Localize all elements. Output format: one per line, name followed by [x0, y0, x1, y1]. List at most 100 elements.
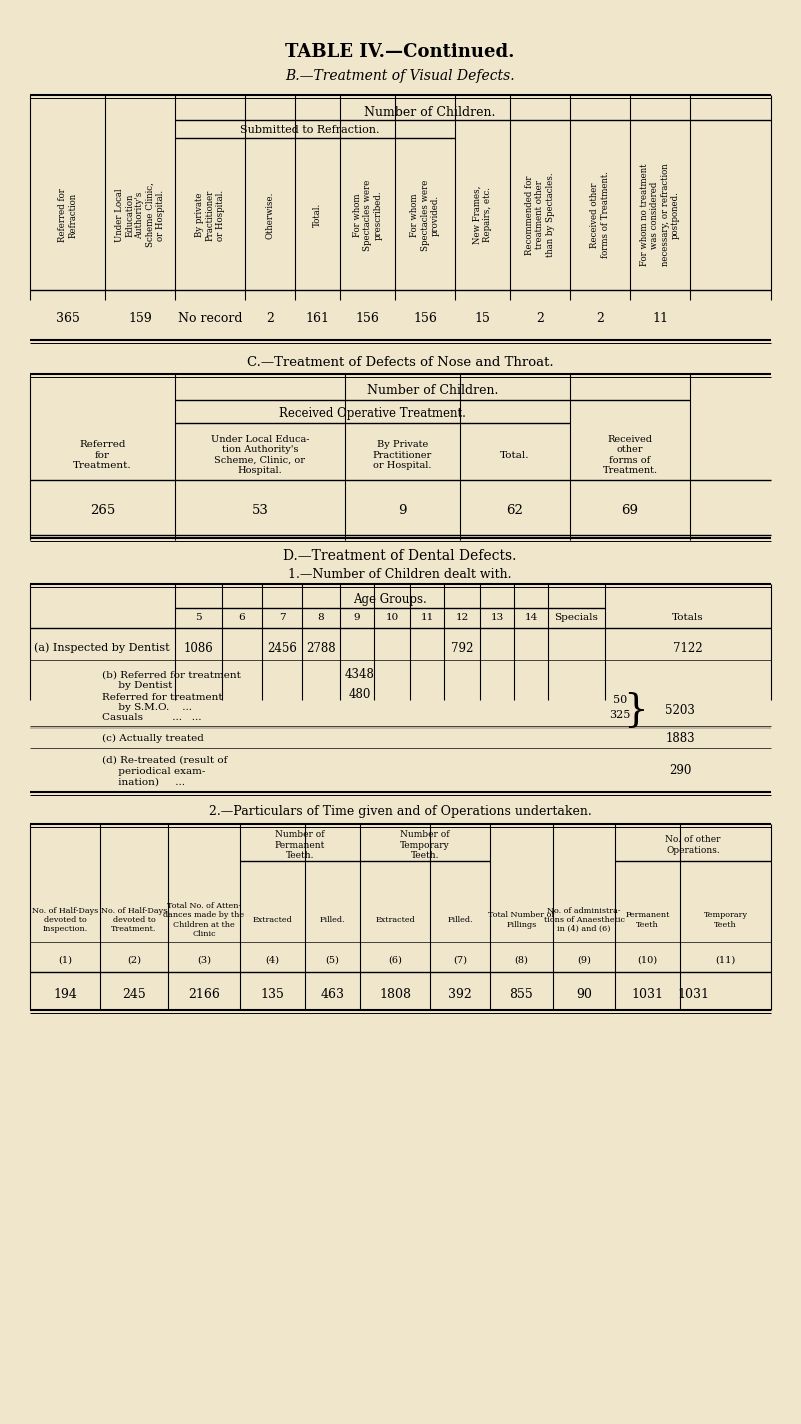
- Text: 1086: 1086: [183, 641, 213, 655]
- Text: 2166: 2166: [188, 988, 220, 1001]
- Text: For whom no treatment
was considered
necessary, or refraction
postponed.: For whom no treatment was considered nec…: [640, 164, 680, 266]
- Text: Recommended for
treatment other
than by Spectacles.: Recommended for treatment other than by …: [525, 172, 555, 258]
- Text: 15: 15: [474, 312, 490, 325]
- Text: C.—Treatment of Defects of Nose and Throat.: C.—Treatment of Defects of Nose and Thro…: [247, 356, 553, 369]
- Text: Extracted: Extracted: [252, 916, 292, 924]
- Text: (6): (6): [388, 956, 402, 964]
- Text: Otherwise.: Otherwise.: [265, 191, 275, 239]
- Text: Received Operative Treatment.: Received Operative Treatment.: [279, 406, 466, 420]
- Text: 12: 12: [456, 614, 469, 622]
- Text: Casuals         ...   ...: Casuals ... ...: [102, 713, 202, 722]
- Text: (a) Inspected by Dentist: (a) Inspected by Dentist: [34, 642, 170, 654]
- Text: 1808: 1808: [379, 988, 411, 1001]
- Text: New Frames,
Repairs, etc.: New Frames, Repairs, etc.: [473, 185, 492, 245]
- Text: 156: 156: [413, 312, 437, 325]
- Text: 69: 69: [622, 504, 638, 517]
- Text: Permanent
Teeth: Permanent Teeth: [626, 911, 670, 928]
- Text: By Private
Practitioner
or Hospital.: By Private Practitioner or Hospital.: [373, 440, 432, 470]
- Text: 13: 13: [490, 614, 504, 622]
- Text: 792: 792: [451, 641, 473, 655]
- Text: 8: 8: [318, 614, 324, 622]
- Text: By private
Practitioner
or Hospital.: By private Practitioner or Hospital.: [195, 189, 225, 241]
- Text: 1031: 1031: [631, 988, 663, 1001]
- Text: Temporary
Teeth: Temporary Teeth: [703, 911, 747, 928]
- Text: 245: 245: [122, 988, 146, 1001]
- Text: Filled.: Filled.: [320, 916, 345, 924]
- Text: Age Groups.: Age Groups.: [353, 594, 427, 607]
- Text: (9): (9): [577, 956, 591, 964]
- Text: B.—Treatment of Visual Defects.: B.—Treatment of Visual Defects.: [285, 68, 515, 83]
- Text: No. of Half-Days
devoted to
Treatment.: No. of Half-Days devoted to Treatment.: [101, 907, 167, 933]
- Text: 463: 463: [320, 988, 344, 1001]
- Text: 4348: 4348: [345, 668, 375, 682]
- Text: 265: 265: [90, 504, 115, 517]
- Text: (d) Re-treated (result of: (d) Re-treated (result of: [102, 756, 227, 765]
- Text: Total.: Total.: [313, 202, 322, 226]
- Text: 365: 365: [55, 312, 79, 325]
- Text: Referred
for
Treatment.: Referred for Treatment.: [73, 440, 132, 470]
- Text: (11): (11): [715, 956, 735, 964]
- Text: 392: 392: [448, 988, 472, 1001]
- Text: 480: 480: [348, 688, 371, 702]
- Text: Extracted: Extracted: [375, 916, 415, 924]
- Text: (3): (3): [197, 956, 211, 964]
- Text: 10: 10: [385, 614, 399, 622]
- Text: 62: 62: [506, 504, 523, 517]
- Text: (2): (2): [127, 956, 141, 964]
- Text: 50: 50: [613, 695, 627, 705]
- Text: Number of
Permanent
Teeth.: Number of Permanent Teeth.: [275, 830, 325, 860]
- Text: 6: 6: [239, 614, 245, 622]
- Text: Specials: Specials: [554, 614, 598, 622]
- Text: }: }: [622, 692, 647, 729]
- Text: Referred for
Refraction: Referred for Refraction: [58, 188, 77, 242]
- Text: 2.—Particulars of Time given and of Operations undertaken.: 2.—Particulars of Time given and of Oper…: [208, 806, 591, 819]
- Text: D.—Treatment of Dental Defects.: D.—Treatment of Dental Defects.: [284, 550, 517, 562]
- Text: No. of administra-
tions of Anaesthetic
in (4) and (6): No. of administra- tions of Anaesthetic …: [544, 907, 625, 933]
- Text: 159: 159: [128, 312, 152, 325]
- Text: Totals: Totals: [672, 614, 704, 622]
- Text: periodical exam-: periodical exam-: [102, 766, 205, 776]
- Text: Filled.: Filled.: [447, 916, 473, 924]
- Text: by Dentist: by Dentist: [102, 682, 172, 691]
- Text: Received other
forms of Treatment.: Received other forms of Treatment.: [590, 171, 610, 259]
- Text: 2788: 2788: [306, 641, 336, 655]
- Text: 1031: 1031: [677, 988, 709, 1001]
- Text: 2: 2: [596, 312, 604, 325]
- Text: For whom
Spectacles were
prescribed.: For whom Spectacles were prescribed.: [352, 179, 382, 251]
- Text: 135: 135: [260, 988, 284, 1001]
- Text: No record: No record: [178, 312, 242, 325]
- Text: 1.—Number of Children dealt with.: 1.—Number of Children dealt with.: [288, 568, 512, 581]
- Text: 5: 5: [195, 614, 202, 622]
- Text: Number of Children.: Number of Children.: [364, 105, 496, 118]
- Text: 290: 290: [669, 765, 691, 778]
- Text: 156: 156: [356, 312, 380, 325]
- Text: 9: 9: [354, 614, 360, 622]
- Text: by S.M.O.    ...: by S.M.O. ...: [102, 702, 192, 712]
- Text: (1): (1): [58, 956, 72, 964]
- Text: 14: 14: [525, 614, 537, 622]
- Text: 7122: 7122: [673, 641, 702, 655]
- Text: Total.: Total.: [501, 450, 529, 460]
- Text: 2: 2: [266, 312, 274, 325]
- Text: (7): (7): [453, 956, 467, 964]
- Text: Received
other
forms of
Treatment.: Received other forms of Treatment.: [602, 434, 658, 476]
- Text: 7: 7: [279, 614, 285, 622]
- Text: (b) Referred for treatment: (b) Referred for treatment: [102, 671, 241, 679]
- Text: Number of
Temporary
Teeth.: Number of Temporary Teeth.: [400, 830, 450, 860]
- Text: No. of Half-Days
devoted to
Inspection.: No. of Half-Days devoted to Inspection.: [32, 907, 99, 933]
- Text: Total No. of Atten-
dances made by the
Children at the
Clinic: Total No. of Atten- dances made by the C…: [163, 903, 244, 938]
- Text: 194: 194: [53, 988, 77, 1001]
- Text: (5): (5): [325, 956, 340, 964]
- Text: Under Local
Education
Authority's
Scheme Clinic,
or Hospital.: Under Local Education Authority's Scheme…: [115, 182, 165, 248]
- Text: 2456: 2456: [267, 641, 297, 655]
- Text: 855: 855: [509, 988, 533, 1001]
- Text: (4): (4): [265, 956, 280, 964]
- Text: 161: 161: [305, 312, 329, 325]
- Text: (10): (10): [638, 956, 658, 964]
- Text: 5203: 5203: [665, 703, 695, 716]
- Text: 53: 53: [252, 504, 268, 517]
- Text: Total Number of
Fillings: Total Number of Fillings: [489, 911, 554, 928]
- Text: 11: 11: [421, 614, 433, 622]
- Text: 9: 9: [398, 504, 407, 517]
- Text: Under Local Educa-
tion Authority's
Scheme, Clinic, or
Hospital.: Under Local Educa- tion Authority's Sche…: [211, 434, 309, 476]
